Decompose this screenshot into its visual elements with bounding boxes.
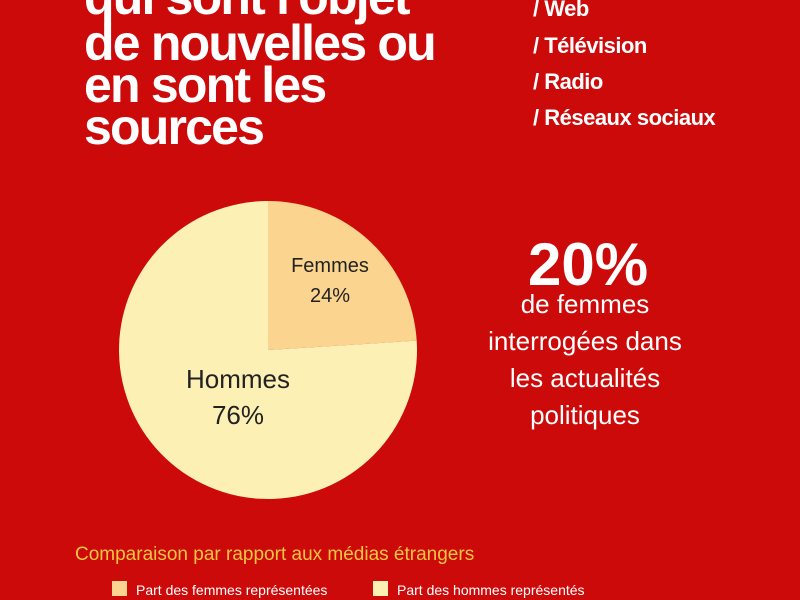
stat-line: les actualités	[510, 363, 660, 393]
title-line: sources	[84, 99, 263, 155]
slice-label: Hommes	[186, 364, 290, 394]
title-line: de nouvelles ou	[84, 15, 435, 71]
stat-line: politiques	[530, 400, 640, 430]
legend-swatch	[112, 581, 127, 596]
stat-figure: 20%	[528, 231, 648, 298]
pie-slice	[118, 201, 418, 499]
legend-swatch	[373, 581, 388, 596]
slice-value: 76%	[212, 400, 264, 430]
media-item: / Web	[533, 0, 589, 21]
slice-label: Femmes	[291, 255, 369, 277]
media-item: / Radio	[533, 69, 603, 94]
title-line: en sont les	[84, 57, 325, 113]
legend-label: Part des hommes représentés	[397, 582, 585, 598]
media-item: / Télévision	[533, 33, 647, 58]
media-item: / Réseaux sociaux	[533, 105, 717, 130]
pie-slice	[268, 201, 417, 350]
title-line: qui sont l'objet	[84, 0, 411, 25]
legend-label: Part des femmes représentées	[136, 582, 327, 598]
stat-line: de femmes	[521, 289, 650, 319]
slice-value: 24%	[310, 285, 350, 307]
stat-line: interrogées dans	[488, 326, 682, 356]
comparison-title: Comparaison par rapport aux médias étran…	[75, 544, 474, 565]
